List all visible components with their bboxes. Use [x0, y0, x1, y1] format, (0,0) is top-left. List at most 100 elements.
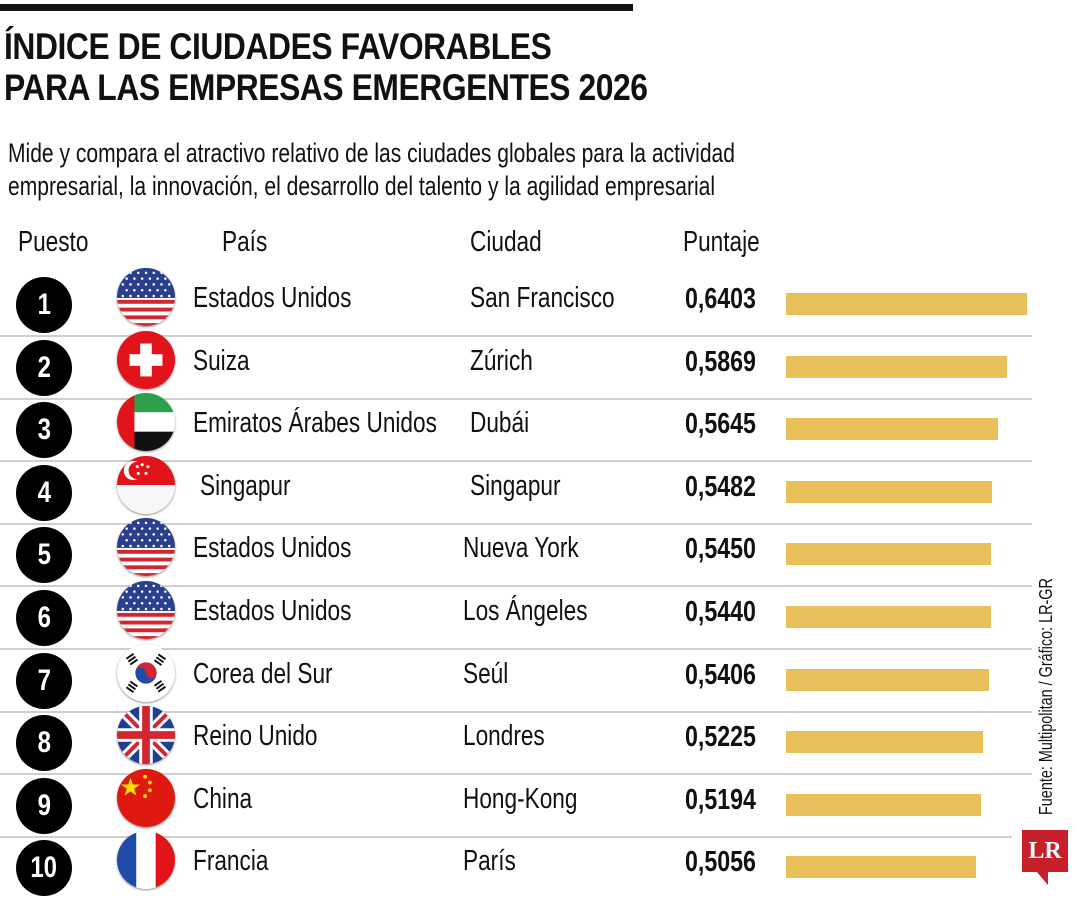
table-row: 3 Emiratos Árabes Unidos Dubái 0,5645: [0, 393, 1040, 459]
country-label: Estados Unidos: [193, 282, 352, 314]
score-bar: [786, 856, 976, 879]
country-label: Estados Unidos: [193, 532, 352, 565]
country-label: Suiza: [193, 344, 250, 377]
country-name: Singapur: [200, 468, 316, 504]
usa-flag-icon: [117, 268, 175, 326]
score-label: 0,5406: [685, 658, 756, 691]
city-name: Dubái: [470, 405, 546, 441]
city-label: París: [463, 845, 516, 878]
score-label: 0,5225: [685, 721, 756, 754]
score-bar: [786, 793, 981, 816]
title-line-2: PARA LAS EMPRESAS EMERGENTES 2026: [4, 67, 648, 108]
row-divider: [0, 711, 1032, 713]
city-name: París: [463, 843, 531, 879]
header-score-label: Puntaje: [683, 226, 760, 258]
title-line-1: ÍNDICE DE CIUDADES FAVORABLES: [4, 26, 552, 67]
country-label: Francia: [193, 845, 269, 878]
city-label: Nueva York: [463, 532, 579, 565]
table-row: 2 Suiza Zúrich 0,5869: [0, 330, 1040, 396]
source-note: Fuente: Multipolitan / Gráfico: LR-GR: [1036, 519, 1057, 815]
row-divider: [0, 460, 1032, 462]
rank-badge: 6: [16, 590, 72, 646]
score-value: 0,5225: [685, 719, 774, 755]
country-name: Estados Unidos: [193, 593, 396, 629]
rank-number: 7: [37, 663, 51, 697]
country-label: Emiratos Árabes Unidos: [193, 407, 437, 440]
score-label: 0,5482: [685, 470, 756, 503]
score-bar: [786, 606, 991, 628]
city-name: San Francisco: [470, 280, 655, 316]
france-flag-icon: [117, 831, 175, 890]
rank-number: 3: [37, 413, 51, 447]
score-label: 0,6403: [685, 283, 756, 315]
source-text: Fuente: Multipolitan / Gráfico: LR-GR: [1036, 578, 1056, 815]
country-label: Estados Unidos: [193, 595, 352, 627]
row-divider: [0, 836, 1012, 838]
rank-badge: 1: [16, 277, 72, 333]
header-rank-label: Puesto: [18, 226, 89, 258]
city-label: San Francisco: [470, 282, 615, 314]
score-bar: [786, 668, 989, 691]
rank-badge: 9: [16, 777, 72, 834]
rank-number: 1: [37, 288, 51, 321]
city-label: Singapur: [470, 469, 561, 502]
rank-badge: 8: [16, 715, 72, 772]
city-name: Nueva York: [463, 530, 611, 566]
table-row: 8 Reino Unido Londres 0,5225: [0, 706, 1040, 772]
city-name: Seúl: [463, 656, 521, 692]
score-value: 0,5450: [685, 531, 774, 567]
score-value: 0,5869: [685, 344, 774, 380]
score-value: 0,5645: [685, 406, 774, 442]
city-label: Hong-Kong: [463, 782, 578, 815]
score-bar: [786, 731, 983, 754]
city-label: Los Ángeles: [463, 595, 588, 627]
country-name: Estados Unidos: [193, 530, 396, 566]
score-label: 0,5645: [685, 408, 756, 441]
rank-number: 2: [37, 350, 51, 384]
chart-subtitle: Mide y compara el atractivo relativo de …: [8, 137, 940, 203]
city-name: Singapur: [470, 468, 586, 504]
score-value: 0,6403: [685, 281, 774, 317]
south-korea-flag-icon: [117, 643, 175, 702]
score-label: 0,5450: [685, 533, 756, 566]
rank-badge: 2: [16, 339, 72, 396]
country-name: Reino Unido: [193, 718, 353, 754]
country-name: China: [193, 781, 269, 817]
rank-number: 9: [37, 788, 51, 822]
table-row: 9 China Hong-Kong 0,5194: [0, 768, 1040, 834]
top-rule: [0, 4, 633, 11]
uae-flag-icon: [117, 393, 175, 452]
city-name: Hong-Kong: [463, 781, 610, 817]
switzerland-flag-icon: [117, 330, 175, 389]
score-label: 0,5194: [685, 783, 756, 816]
chart-title: ÍNDICE DE CIUDADES FAVORABLES PARA LAS E…: [4, 26, 752, 108]
country-label: China: [193, 782, 253, 815]
header-city: Ciudad: [470, 224, 562, 260]
score-bar: [786, 480, 992, 503]
row-divider: [0, 398, 1032, 400]
city-label: Zúrich: [470, 344, 533, 377]
table-row: 10 Francia París 0,5056: [0, 831, 1040, 897]
usa-flag-icon: [117, 518, 175, 577]
china-flag-icon: [117, 768, 175, 827]
country-name: Suiza: [193, 343, 266, 379]
score-label: 0,5056: [685, 846, 756, 879]
country-label: Reino Unido: [193, 720, 318, 753]
rank-badge: 5: [16, 527, 72, 584]
country-label: Singapur: [200, 469, 291, 502]
rank-badge: 3: [16, 402, 72, 459]
rank-number: 4: [37, 475, 51, 509]
score-bar: [786, 355, 1007, 378]
rank-number: 5: [37, 538, 51, 572]
header-country: País: [222, 224, 280, 260]
city-label: Seúl: [463, 657, 509, 690]
header-rank: Puesto: [18, 224, 108, 260]
score-label: 0,5869: [685, 345, 756, 378]
table-row: 6 Estados Unidos Los Ángeles 0,5440: [0, 581, 1040, 646]
row-divider: [0, 773, 1032, 775]
table-row: 5 Estados Unidos Nueva York 0,5450: [0, 518, 1040, 584]
score-value: 0,5194: [685, 782, 774, 818]
score-bar: [786, 418, 998, 441]
row-divider: [0, 335, 1032, 337]
score-value: 0,5482: [685, 469, 774, 505]
